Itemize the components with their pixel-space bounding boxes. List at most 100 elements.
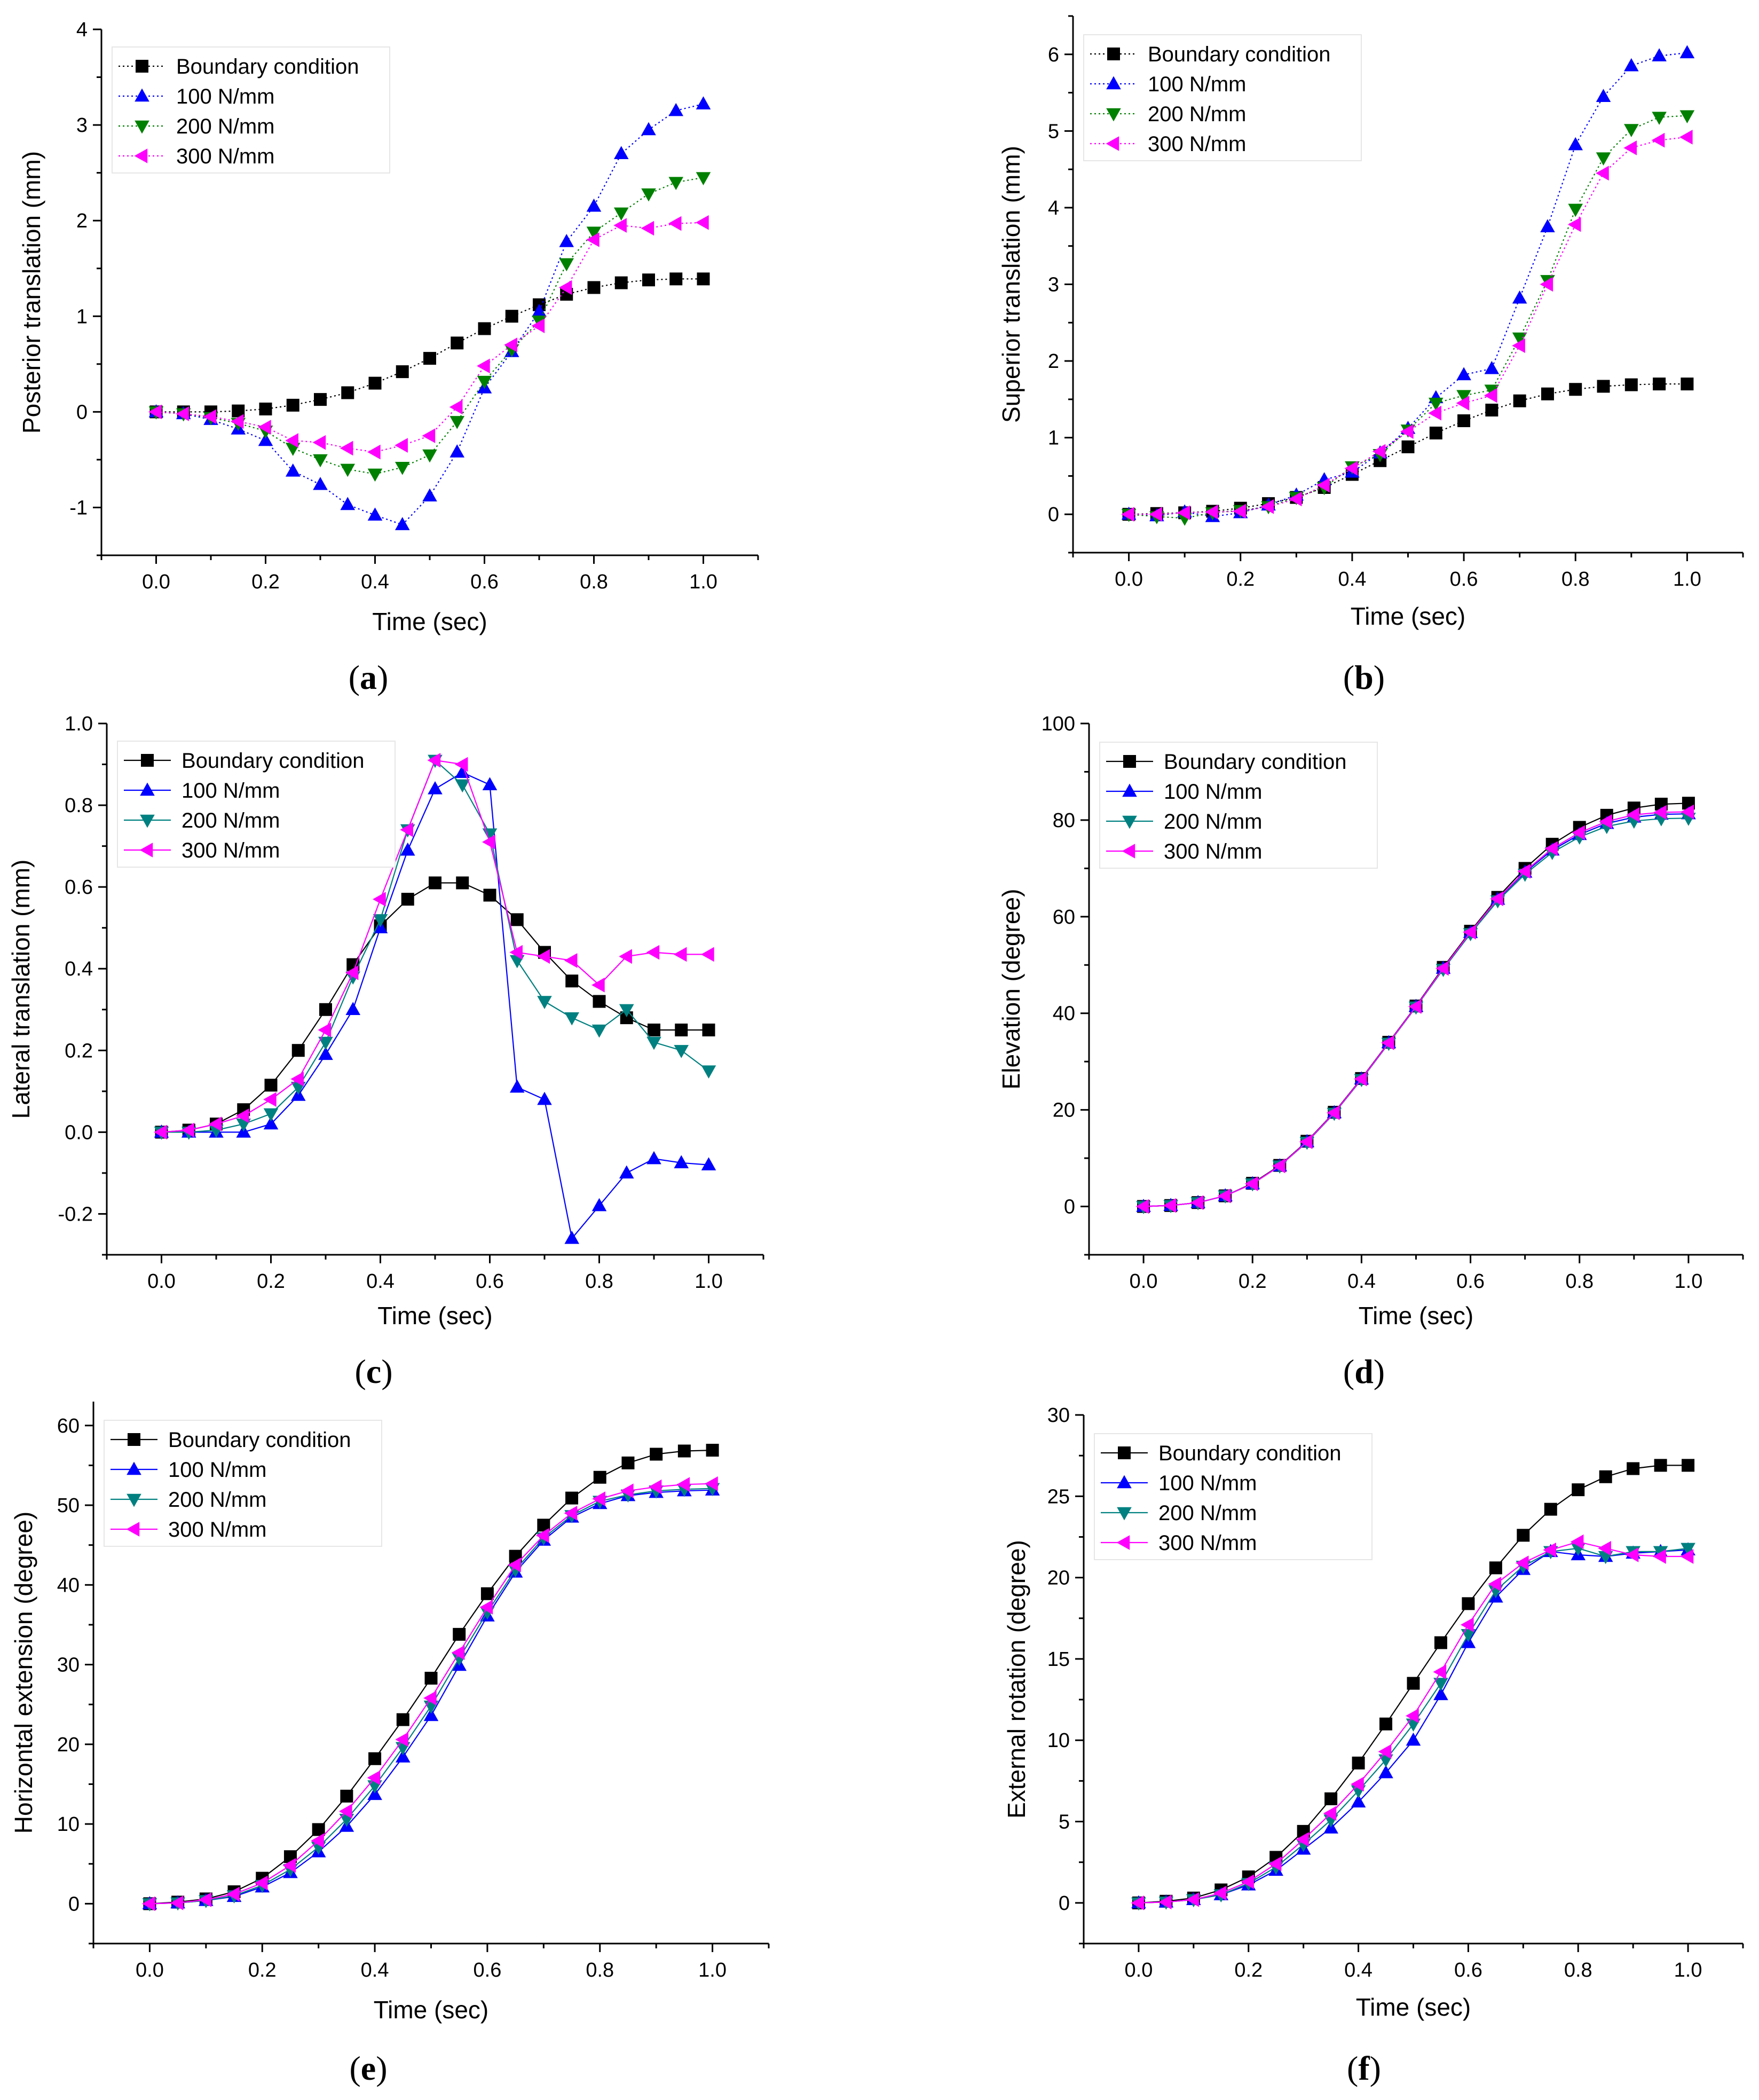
data-point [537, 1519, 550, 1532]
data-point [1351, 1794, 1366, 1808]
y-tick-label: 4 [76, 19, 88, 41]
data-point [1513, 394, 1526, 407]
data-point [340, 463, 356, 477]
x-tick-label: 1.0 [695, 1270, 723, 1293]
legend-frame [112, 46, 390, 174]
data-point [668, 216, 682, 231]
legend-marker [1117, 1507, 1132, 1521]
data-point [264, 1079, 278, 1092]
data-point [1653, 805, 1667, 820]
data-point [1679, 110, 1695, 124]
data-point [148, 404, 162, 420]
series-0 [1122, 377, 1694, 521]
data-point [642, 273, 655, 287]
data-point [313, 477, 328, 490]
data-point [559, 258, 574, 272]
data-point [1654, 1459, 1667, 1472]
data-point [395, 1732, 408, 1747]
data-point [1406, 1708, 1419, 1724]
series-2 [1131, 1543, 1695, 1911]
data-point [395, 1749, 411, 1763]
data-point [1625, 1547, 1639, 1562]
data-point [1429, 427, 1442, 440]
y-tick-label: 3 [76, 114, 88, 137]
data-point [395, 462, 410, 475]
data-point [258, 420, 271, 435]
data-point [451, 1645, 465, 1660]
data-point [586, 232, 600, 247]
legend-marker [141, 754, 154, 767]
legend-entry: 100 N/mm [182, 779, 280, 803]
data-point [400, 842, 415, 856]
data-point [235, 1108, 249, 1123]
data-point [1651, 132, 1665, 148]
legend-marker [128, 1433, 140, 1446]
data-point [1572, 825, 1585, 840]
legend-frame [1094, 1433, 1373, 1560]
legend-marker [127, 1493, 141, 1507]
data-point [345, 965, 359, 980]
data-point [203, 409, 217, 424]
data-point [1462, 1597, 1475, 1610]
data-point [1681, 1543, 1695, 1556]
x-tick-label: 0.2 [1226, 568, 1255, 591]
data-point [619, 1165, 634, 1179]
data-point [1272, 1158, 1285, 1174]
data-point [181, 1122, 194, 1138]
series-3 [142, 1476, 718, 1912]
data-point [537, 949, 550, 964]
data-point [1653, 1549, 1666, 1564]
y-tick-label: 4 [1048, 197, 1059, 219]
data-point [1488, 1577, 1502, 1592]
y-tick-label: 1.0 [65, 713, 93, 735]
legend-marker [1122, 815, 1137, 829]
legend-entry: Boundary condition [1164, 750, 1346, 774]
data-point [621, 1456, 635, 1469]
data-point [537, 996, 552, 1009]
data-point [1344, 461, 1358, 476]
data-point [701, 947, 714, 962]
data-point [285, 463, 301, 477]
data-point [230, 414, 244, 429]
legend-marker [135, 120, 149, 134]
x-tick-label: 0.8 [1564, 1959, 1592, 1981]
chart-e: 0.0 0.2 0.4 0.6 0.8 1.0 0 10 20 30 40 50 60 Time (sec… [10, 1402, 770, 2087]
legend-frame [1083, 34, 1362, 161]
data-point [674, 1155, 689, 1168]
x-tick-label: 0.0 [1130, 1270, 1158, 1293]
y-axis-title: Horizontal extension (degree) [10, 1512, 37, 1834]
data-point [593, 1470, 606, 1484]
y-tick-label: 25 [1047, 1485, 1070, 1508]
data-point [291, 1044, 305, 1057]
x-tick-label: 0.2 [1234, 1959, 1263, 1981]
series-3 [148, 215, 709, 460]
data-point [673, 947, 687, 962]
x-tick-label: 1.0 [698, 1959, 727, 1981]
data-point [319, 1003, 332, 1016]
x-tick-label: 0.6 [474, 1959, 502, 1981]
data-point [176, 406, 189, 421]
y-tick-label: 5 [1048, 120, 1059, 143]
data-point [676, 1477, 690, 1492]
legend-frame [104, 1420, 382, 1547]
y-tick-label: 0.8 [65, 795, 93, 817]
x-tick-label: 0.0 [136, 1959, 164, 1981]
data-point [367, 444, 381, 460]
x-tick-label: 0.6 [470, 571, 499, 593]
series-line [1129, 136, 1687, 515]
data-point [648, 1024, 660, 1037]
data-point [368, 1752, 382, 1765]
data-point [367, 1770, 381, 1786]
data-point [312, 1823, 325, 1836]
legend-marker [1106, 136, 1119, 151]
data-point [1572, 1483, 1585, 1497]
y-tick-label: 1 [1048, 427, 1059, 450]
data-point [565, 1491, 579, 1505]
data-point [1599, 1470, 1612, 1483]
legend-entry: 200 N/mm [1164, 810, 1263, 833]
data-point [254, 1875, 268, 1891]
data-point [535, 1528, 549, 1543]
y-tick-label: 50 [57, 1495, 80, 1517]
data-point [318, 1047, 333, 1060]
